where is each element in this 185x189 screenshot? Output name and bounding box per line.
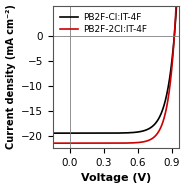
X-axis label: Voltage (V): Voltage (V): [81, 174, 151, 184]
Legend: PB2F-Cl:IT-4F, PB2F-2Cl:IT-4F: PB2F-Cl:IT-4F, PB2F-2Cl:IT-4F: [57, 10, 149, 37]
PB2F-2Cl:IT-4F: [139, 141, 141, 143]
PB2F-Cl:IT-4F: [103, 132, 105, 134]
Line: PB2F-Cl:IT-4F: PB2F-Cl:IT-4F: [53, 0, 179, 133]
PB2F-2Cl:IT-4F: [150, 138, 153, 140]
PB2F-2Cl:IT-4F: [65, 142, 67, 144]
PB2F-2Cl:IT-4F: [153, 136, 155, 138]
Y-axis label: Current density (mA cm⁻²): Current density (mA cm⁻²): [6, 4, 16, 149]
PB2F-Cl:IT-4F: [65, 132, 67, 134]
PB2F-2Cl:IT-4F: [52, 142, 54, 144]
PB2F-2Cl:IT-4F: [107, 142, 110, 144]
PB2F-2Cl:IT-4F: [103, 142, 105, 144]
PB2F-Cl:IT-4F: [153, 124, 155, 126]
PB2F-Cl:IT-4F: [150, 126, 153, 128]
PB2F-Cl:IT-4F: [139, 131, 141, 133]
Line: PB2F-2Cl:IT-4F: PB2F-2Cl:IT-4F: [53, 0, 179, 143]
PB2F-Cl:IT-4F: [52, 132, 54, 134]
PB2F-Cl:IT-4F: [107, 132, 110, 134]
